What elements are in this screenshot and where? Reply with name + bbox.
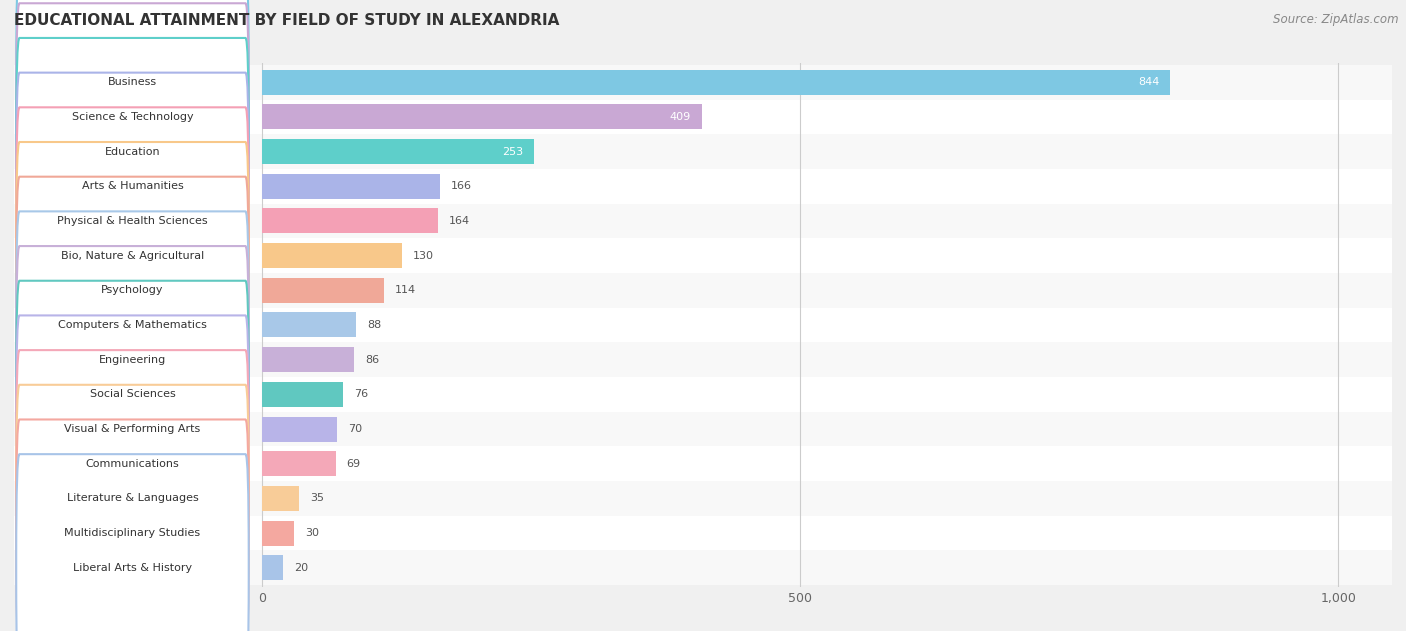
FancyBboxPatch shape — [17, 3, 249, 230]
FancyBboxPatch shape — [17, 281, 249, 508]
Text: 130: 130 — [412, 251, 433, 261]
Bar — [262, 347, 354, 372]
Bar — [14, 550, 1392, 585]
Text: EDUCATIONAL ATTAINMENT BY FIELD OF STUDY IN ALEXANDRIA: EDUCATIONAL ATTAINMENT BY FIELD OF STUDY… — [14, 13, 560, 28]
Text: Communications: Communications — [86, 459, 180, 469]
Bar — [14, 65, 1392, 100]
Text: 30: 30 — [305, 528, 319, 538]
Bar — [262, 382, 343, 407]
Text: Psychology: Psychology — [101, 285, 163, 295]
Bar — [262, 208, 439, 233]
Text: Multidisciplinary Studies: Multidisciplinary Studies — [65, 528, 201, 538]
Bar — [262, 104, 702, 129]
Bar — [14, 204, 1392, 239]
Text: Science & Technology: Science & Technology — [72, 112, 193, 122]
FancyBboxPatch shape — [17, 107, 249, 334]
Bar — [262, 139, 534, 164]
Text: Arts & Humanities: Arts & Humanities — [82, 181, 183, 191]
Text: 114: 114 — [395, 285, 416, 295]
Bar — [262, 451, 336, 476]
FancyBboxPatch shape — [17, 73, 249, 300]
FancyBboxPatch shape — [17, 177, 249, 404]
Bar — [14, 134, 1392, 169]
Text: Physical & Health Sciences: Physical & Health Sciences — [58, 216, 208, 226]
Bar — [14, 446, 1392, 481]
Text: 69: 69 — [347, 459, 361, 469]
Text: Education: Education — [104, 146, 160, 156]
Bar — [262, 486, 299, 511]
Text: 253: 253 — [502, 146, 523, 156]
Bar — [262, 416, 337, 442]
Bar — [262, 243, 402, 268]
Text: Social Sciences: Social Sciences — [90, 389, 176, 399]
Bar — [14, 516, 1392, 550]
Text: 70: 70 — [347, 424, 361, 434]
Bar — [14, 377, 1392, 411]
Text: Computers & Mathematics: Computers & Mathematics — [58, 320, 207, 330]
FancyBboxPatch shape — [17, 420, 249, 631]
FancyBboxPatch shape — [17, 38, 249, 265]
FancyBboxPatch shape — [17, 211, 249, 439]
Text: 409: 409 — [669, 112, 692, 122]
FancyBboxPatch shape — [17, 385, 249, 612]
Text: Business: Business — [108, 77, 157, 87]
Bar — [262, 69, 1170, 95]
Text: 76: 76 — [354, 389, 368, 399]
Bar — [14, 239, 1392, 273]
FancyBboxPatch shape — [17, 316, 249, 543]
Text: Source: ZipAtlas.com: Source: ZipAtlas.com — [1274, 13, 1399, 26]
Bar — [262, 521, 294, 546]
Bar — [262, 174, 440, 199]
Text: 164: 164 — [449, 216, 470, 226]
Text: 166: 166 — [451, 181, 472, 191]
Bar — [14, 273, 1392, 308]
Text: 86: 86 — [366, 355, 380, 365]
Text: Literature & Languages: Literature & Languages — [66, 493, 198, 504]
Text: Liberal Arts & History: Liberal Arts & History — [73, 563, 193, 573]
Bar — [14, 411, 1392, 446]
Text: Bio, Nature & Agricultural: Bio, Nature & Agricultural — [60, 251, 204, 261]
Text: 20: 20 — [294, 563, 308, 573]
Text: 844: 844 — [1137, 77, 1160, 87]
Bar — [14, 308, 1392, 342]
FancyBboxPatch shape — [17, 142, 249, 369]
Bar — [262, 555, 283, 581]
FancyBboxPatch shape — [17, 246, 249, 473]
Bar — [14, 342, 1392, 377]
Bar — [262, 312, 356, 338]
Text: 88: 88 — [367, 320, 381, 330]
FancyBboxPatch shape — [17, 454, 249, 631]
Bar — [262, 278, 384, 303]
Text: Visual & Performing Arts: Visual & Performing Arts — [65, 424, 201, 434]
Bar — [14, 481, 1392, 516]
FancyBboxPatch shape — [17, 0, 249, 196]
FancyBboxPatch shape — [17, 350, 249, 577]
Text: 35: 35 — [311, 493, 325, 504]
Bar — [14, 169, 1392, 204]
Text: Engineering: Engineering — [98, 355, 166, 365]
Bar — [14, 100, 1392, 134]
